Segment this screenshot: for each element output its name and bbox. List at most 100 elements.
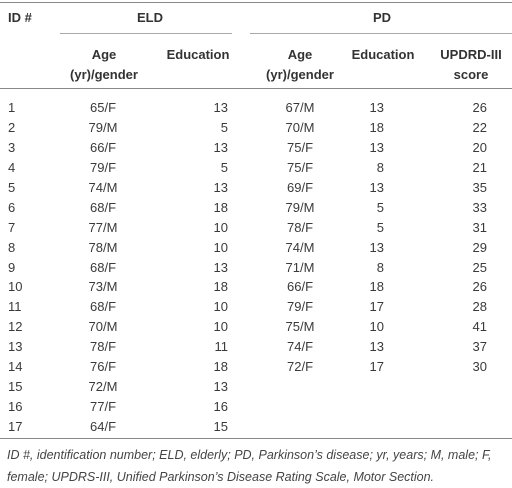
table-cell: 16 xyxy=(213,399,228,415)
rule xyxy=(60,33,232,34)
table-cell: 71/M xyxy=(285,259,315,275)
column-header: Education xyxy=(166,47,230,62)
table-cell: 15 xyxy=(8,379,23,395)
column-header: Education xyxy=(351,47,415,62)
table-cell: 13 xyxy=(369,100,384,115)
rule xyxy=(0,438,512,439)
table-cell: 10 xyxy=(213,239,228,255)
rule xyxy=(0,2,512,3)
table-cell: 18 xyxy=(369,119,384,135)
table-cell: 13 xyxy=(213,100,228,115)
table-cell: 13 xyxy=(213,139,228,155)
table-cell: 18 xyxy=(369,279,384,295)
table-cell: 1 xyxy=(8,100,16,115)
table-cell: 20 xyxy=(472,139,487,155)
table-cell: 66/F xyxy=(89,139,117,155)
table-cell: 10 xyxy=(369,319,384,335)
table-cell: 68/F xyxy=(89,299,117,315)
table-cell: 79/F xyxy=(89,159,117,175)
column-header: UPDRD-III score xyxy=(440,47,502,82)
table-cell: 10 xyxy=(8,279,23,295)
table-cell: 10 xyxy=(213,219,228,235)
column-header: Age (yr)/gender xyxy=(266,47,334,82)
table-cell: 79/M xyxy=(88,119,118,135)
table-cell: 74/F xyxy=(286,339,314,355)
table-cell: 13 xyxy=(8,339,23,355)
table-cell: 26 xyxy=(472,100,487,115)
table-cell: 5 xyxy=(376,199,384,215)
table-cell: 10 xyxy=(213,319,228,335)
table-cell: 13 xyxy=(213,179,228,195)
table-cell: 26 xyxy=(472,279,487,295)
table-cell: 5 xyxy=(220,119,228,135)
table-cell: 16 xyxy=(8,399,23,415)
table-cell: 41 xyxy=(472,319,487,335)
table-cell: 17 xyxy=(8,419,23,435)
table-cell: 13 xyxy=(369,239,384,255)
table-cell: 70/M xyxy=(285,119,315,135)
table-cell: 31 xyxy=(472,219,487,235)
footnote: ID #, identification number; ELD, elderl… xyxy=(7,448,492,484)
table-cell: 65/F xyxy=(89,100,117,115)
table-cell: 29 xyxy=(472,239,487,255)
table-cell: 68/F xyxy=(89,199,117,215)
table-cell: 7 xyxy=(8,219,16,235)
table-cell: 35 xyxy=(472,179,487,195)
table-cell: 8 xyxy=(376,259,384,275)
table-cell: 75/F xyxy=(286,139,314,155)
table-cell: 18 xyxy=(213,199,228,215)
table-cell: 14 xyxy=(8,359,23,375)
rule xyxy=(0,88,512,89)
table-cell: 11 xyxy=(8,299,22,315)
table-cell: 72/F xyxy=(286,359,314,375)
table-cell: 75/M xyxy=(285,319,315,335)
table-cell: 70/M xyxy=(88,319,118,335)
table-cell: 18 xyxy=(213,279,228,295)
table-cell: 77/F xyxy=(89,399,117,415)
table-cell: 37 xyxy=(472,339,487,355)
table-cell: 17 xyxy=(369,299,384,315)
table-cell: 30 xyxy=(472,359,487,375)
table-cell: 67/M xyxy=(285,100,315,115)
table-cell: 3 xyxy=(8,139,16,155)
table-cell: 4 xyxy=(8,159,16,175)
table-cell: 9 xyxy=(8,259,16,275)
table-cell: 21 xyxy=(472,159,487,175)
table-cell: 79/F xyxy=(286,299,314,315)
table-cell: 73/M xyxy=(88,279,118,295)
table-cell: 2 xyxy=(8,119,16,135)
table-cell: 74/M xyxy=(88,179,118,195)
column-header: Age (yr)/gender xyxy=(70,47,138,82)
table-cell: 78/F xyxy=(286,219,314,235)
table-cell: 5 xyxy=(376,219,384,235)
table-cell: 5 xyxy=(8,179,16,195)
table-cell: 22 xyxy=(472,119,487,135)
table-cell: 78/M xyxy=(88,239,118,255)
group-header: ELD xyxy=(137,10,163,25)
table-cell: 68/F xyxy=(89,259,117,275)
table-cell: 64/F xyxy=(89,419,117,435)
table-cell: 78/F xyxy=(89,339,117,355)
table-cell: 5 xyxy=(220,159,228,175)
table-cell: 13 xyxy=(213,379,228,395)
group-header: PD xyxy=(372,10,392,25)
table-cell: 28 xyxy=(472,299,487,315)
table-cell: 15 xyxy=(213,419,228,435)
table-cell: 18 xyxy=(213,359,228,375)
table-cell: 25 xyxy=(472,259,487,275)
header-cell: ID # xyxy=(8,10,32,25)
table-cell: 17 xyxy=(369,359,384,375)
table-cell: 77/M xyxy=(88,219,118,235)
table-cell: 13 xyxy=(369,339,384,355)
table-cell: 10 xyxy=(213,299,228,315)
table-cell: 11 xyxy=(214,339,229,355)
table-cell: 13 xyxy=(369,139,384,155)
table-cell: 33 xyxy=(472,199,487,215)
table-cell: 69/F xyxy=(286,179,314,195)
table-cell: 79/M xyxy=(285,199,315,215)
table-cell: 74/M xyxy=(285,239,315,255)
table-cell: 13 xyxy=(369,179,384,195)
table-cell: 8 xyxy=(376,159,384,175)
table-cell: 72/M xyxy=(88,379,118,395)
